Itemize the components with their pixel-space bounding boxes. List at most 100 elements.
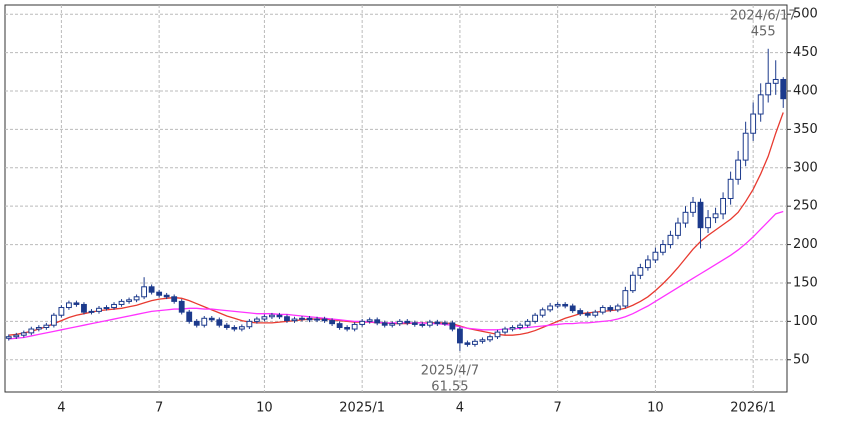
candle-body <box>667 234 674 246</box>
candle-body <box>171 296 178 302</box>
plot-frame <box>4 4 788 393</box>
candle-body <box>35 327 42 330</box>
candle-body <box>148 286 155 293</box>
candle-body <box>201 317 208 326</box>
candle-body <box>547 305 554 311</box>
annotation: 455 <box>751 24 776 39</box>
candle-body <box>727 178 734 200</box>
x-tick-label: 4 <box>57 401 65 416</box>
y-tick-label: 500 <box>793 7 818 22</box>
candle-body <box>126 299 132 302</box>
candle-body <box>780 78 787 100</box>
candle-body <box>660 244 666 253</box>
candle-body <box>50 314 57 326</box>
candle-body <box>344 327 351 330</box>
candle-body <box>178 300 185 313</box>
candle-body <box>351 323 358 330</box>
candle-body <box>622 290 629 307</box>
candle-body <box>193 320 200 326</box>
x-tick-label: 2026/1 <box>730 401 776 416</box>
candle-body <box>216 319 223 326</box>
candle-body <box>629 274 636 292</box>
candle-body <box>163 294 170 298</box>
candle-body <box>156 291 163 296</box>
candle-body <box>772 78 779 84</box>
candle-body <box>765 82 772 96</box>
candle-body <box>389 323 396 326</box>
candle-body <box>712 213 719 219</box>
y-tick-label: 200 <box>793 237 818 252</box>
y-tick-label: 250 <box>793 199 818 214</box>
candle-body <box>524 320 531 326</box>
moving-average <box>8 210 784 340</box>
moving-average <box>8 112 784 336</box>
candle-body <box>644 259 651 269</box>
candle-body <box>449 322 456 330</box>
candle-body <box>73 302 80 305</box>
x-tick-label: 10 <box>256 401 273 416</box>
candle-body <box>58 307 65 316</box>
candle-body <box>735 159 742 180</box>
candle-body <box>13 334 20 338</box>
candle-body <box>472 340 478 345</box>
candle-body <box>607 307 614 311</box>
candle-body <box>66 302 72 309</box>
candle-body <box>186 311 193 322</box>
candle-body <box>494 331 501 338</box>
candle-body <box>464 342 471 345</box>
candle-body <box>329 320 335 325</box>
candle-body <box>231 327 238 330</box>
candle-body <box>697 201 704 229</box>
candle-body <box>426 321 433 326</box>
candle-body <box>539 309 546 316</box>
candle-body <box>720 198 726 215</box>
candle-body <box>517 324 523 329</box>
candle-body <box>396 320 403 325</box>
annotation: 61.55 <box>431 379 468 394</box>
candle-body <box>381 322 388 326</box>
y-tick-label: 50 <box>793 352 810 367</box>
annotation: 2025/4/7 <box>421 363 479 378</box>
candle-body <box>238 326 245 330</box>
candle-body <box>299 317 305 320</box>
candle-body <box>111 303 117 309</box>
candle-body <box>419 323 426 326</box>
candle-body <box>614 305 621 311</box>
annotation: 2024/6/17 <box>730 8 797 23</box>
candle-body <box>441 322 448 325</box>
candle-body <box>284 316 290 322</box>
candle-body <box>359 320 366 325</box>
y-tick-label: 400 <box>793 84 818 99</box>
candle-body <box>20 332 27 336</box>
candle-body <box>757 94 764 115</box>
candle-body <box>118 300 125 305</box>
candle-body <box>682 211 689 224</box>
candle-body <box>509 327 516 330</box>
candle-body <box>269 314 275 318</box>
candle-body <box>532 314 539 322</box>
candle-body <box>253 318 260 322</box>
candle-body <box>592 311 599 316</box>
candle-body <box>637 267 644 276</box>
candle-body <box>96 307 102 312</box>
candle-body <box>479 339 486 342</box>
y-tick-label: 350 <box>793 122 818 137</box>
candle-body <box>133 296 140 301</box>
candle-body <box>306 317 313 321</box>
candle-body <box>652 251 659 261</box>
candle-body <box>314 318 320 321</box>
candle-body <box>675 222 681 236</box>
candle-body <box>404 320 411 324</box>
x-tick-label: 2025/1 <box>339 401 385 416</box>
candle-body <box>411 322 418 325</box>
candle-body <box>457 328 463 344</box>
candle-body <box>502 328 508 333</box>
candle-body <box>599 307 606 313</box>
candle-body <box>562 303 569 307</box>
candle-body <box>366 319 373 322</box>
candle-body <box>487 336 493 341</box>
candle-body <box>569 305 576 312</box>
candle-body <box>321 318 328 322</box>
